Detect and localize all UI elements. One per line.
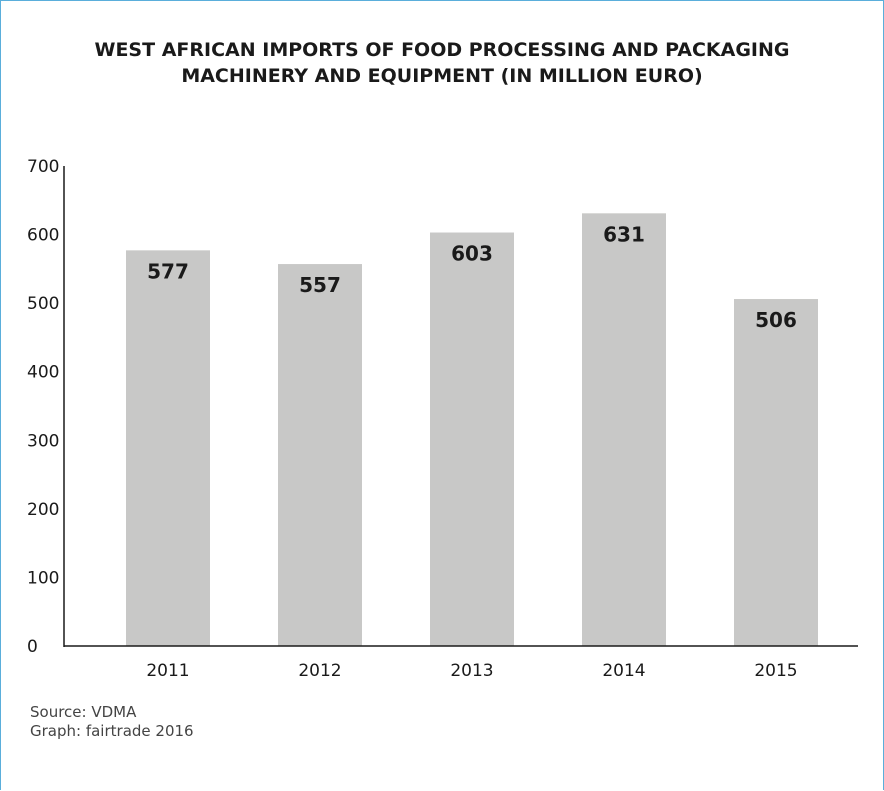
chart-footer: Source: VDMA Graph: fairtrade 2016 <box>30 703 194 741</box>
y-tick-label-200: 200 <box>27 500 59 520</box>
chart-title: WEST AFRICAN IMPORTS OF FOOD PROCESSING … <box>0 37 884 89</box>
y-tick-label-0: 0 <box>27 637 38 657</box>
chart-title-line-2: MACHINERY AND EQUIPMENT (IN MILLION EURO… <box>181 65 703 87</box>
data-label-2014: 631 <box>603 222 645 246</box>
chart-title-line-1: WEST AFRICAN IMPORTS OF FOOD PROCESSING … <box>94 39 790 61</box>
data-label-2013: 603 <box>451 242 493 266</box>
x-tick-label-2015: 2015 <box>754 661 797 681</box>
y-tick-label-700: 700 <box>27 157 59 177</box>
y-tick-label-300: 300 <box>27 431 59 451</box>
x-tick-label-2012: 2012 <box>298 661 341 681</box>
bar-2013 <box>430 232 514 646</box>
y-tick-label-100: 100 <box>27 568 59 588</box>
bar-2012 <box>278 264 362 646</box>
y-tick-label-600: 600 <box>27 226 59 246</box>
x-tick-label-2013: 2013 <box>450 661 493 681</box>
bar-2014 <box>582 213 666 647</box>
graph-credit: Graph: fairtrade 2016 <box>30 722 194 740</box>
y-tick-label-500: 500 <box>27 294 59 314</box>
y-tick-label-400: 400 <box>27 363 59 383</box>
data-label-2012: 557 <box>299 273 341 297</box>
bar-2015 <box>734 299 818 646</box>
x-tick-label-2014: 2014 <box>602 661 645 681</box>
bar-2011 <box>126 250 210 647</box>
source-note: Source: VDMA <box>30 703 137 721</box>
data-label-2015: 506 <box>755 308 797 332</box>
data-label-2011: 577 <box>147 259 189 283</box>
x-tick-label-2011: 2011 <box>146 661 189 681</box>
